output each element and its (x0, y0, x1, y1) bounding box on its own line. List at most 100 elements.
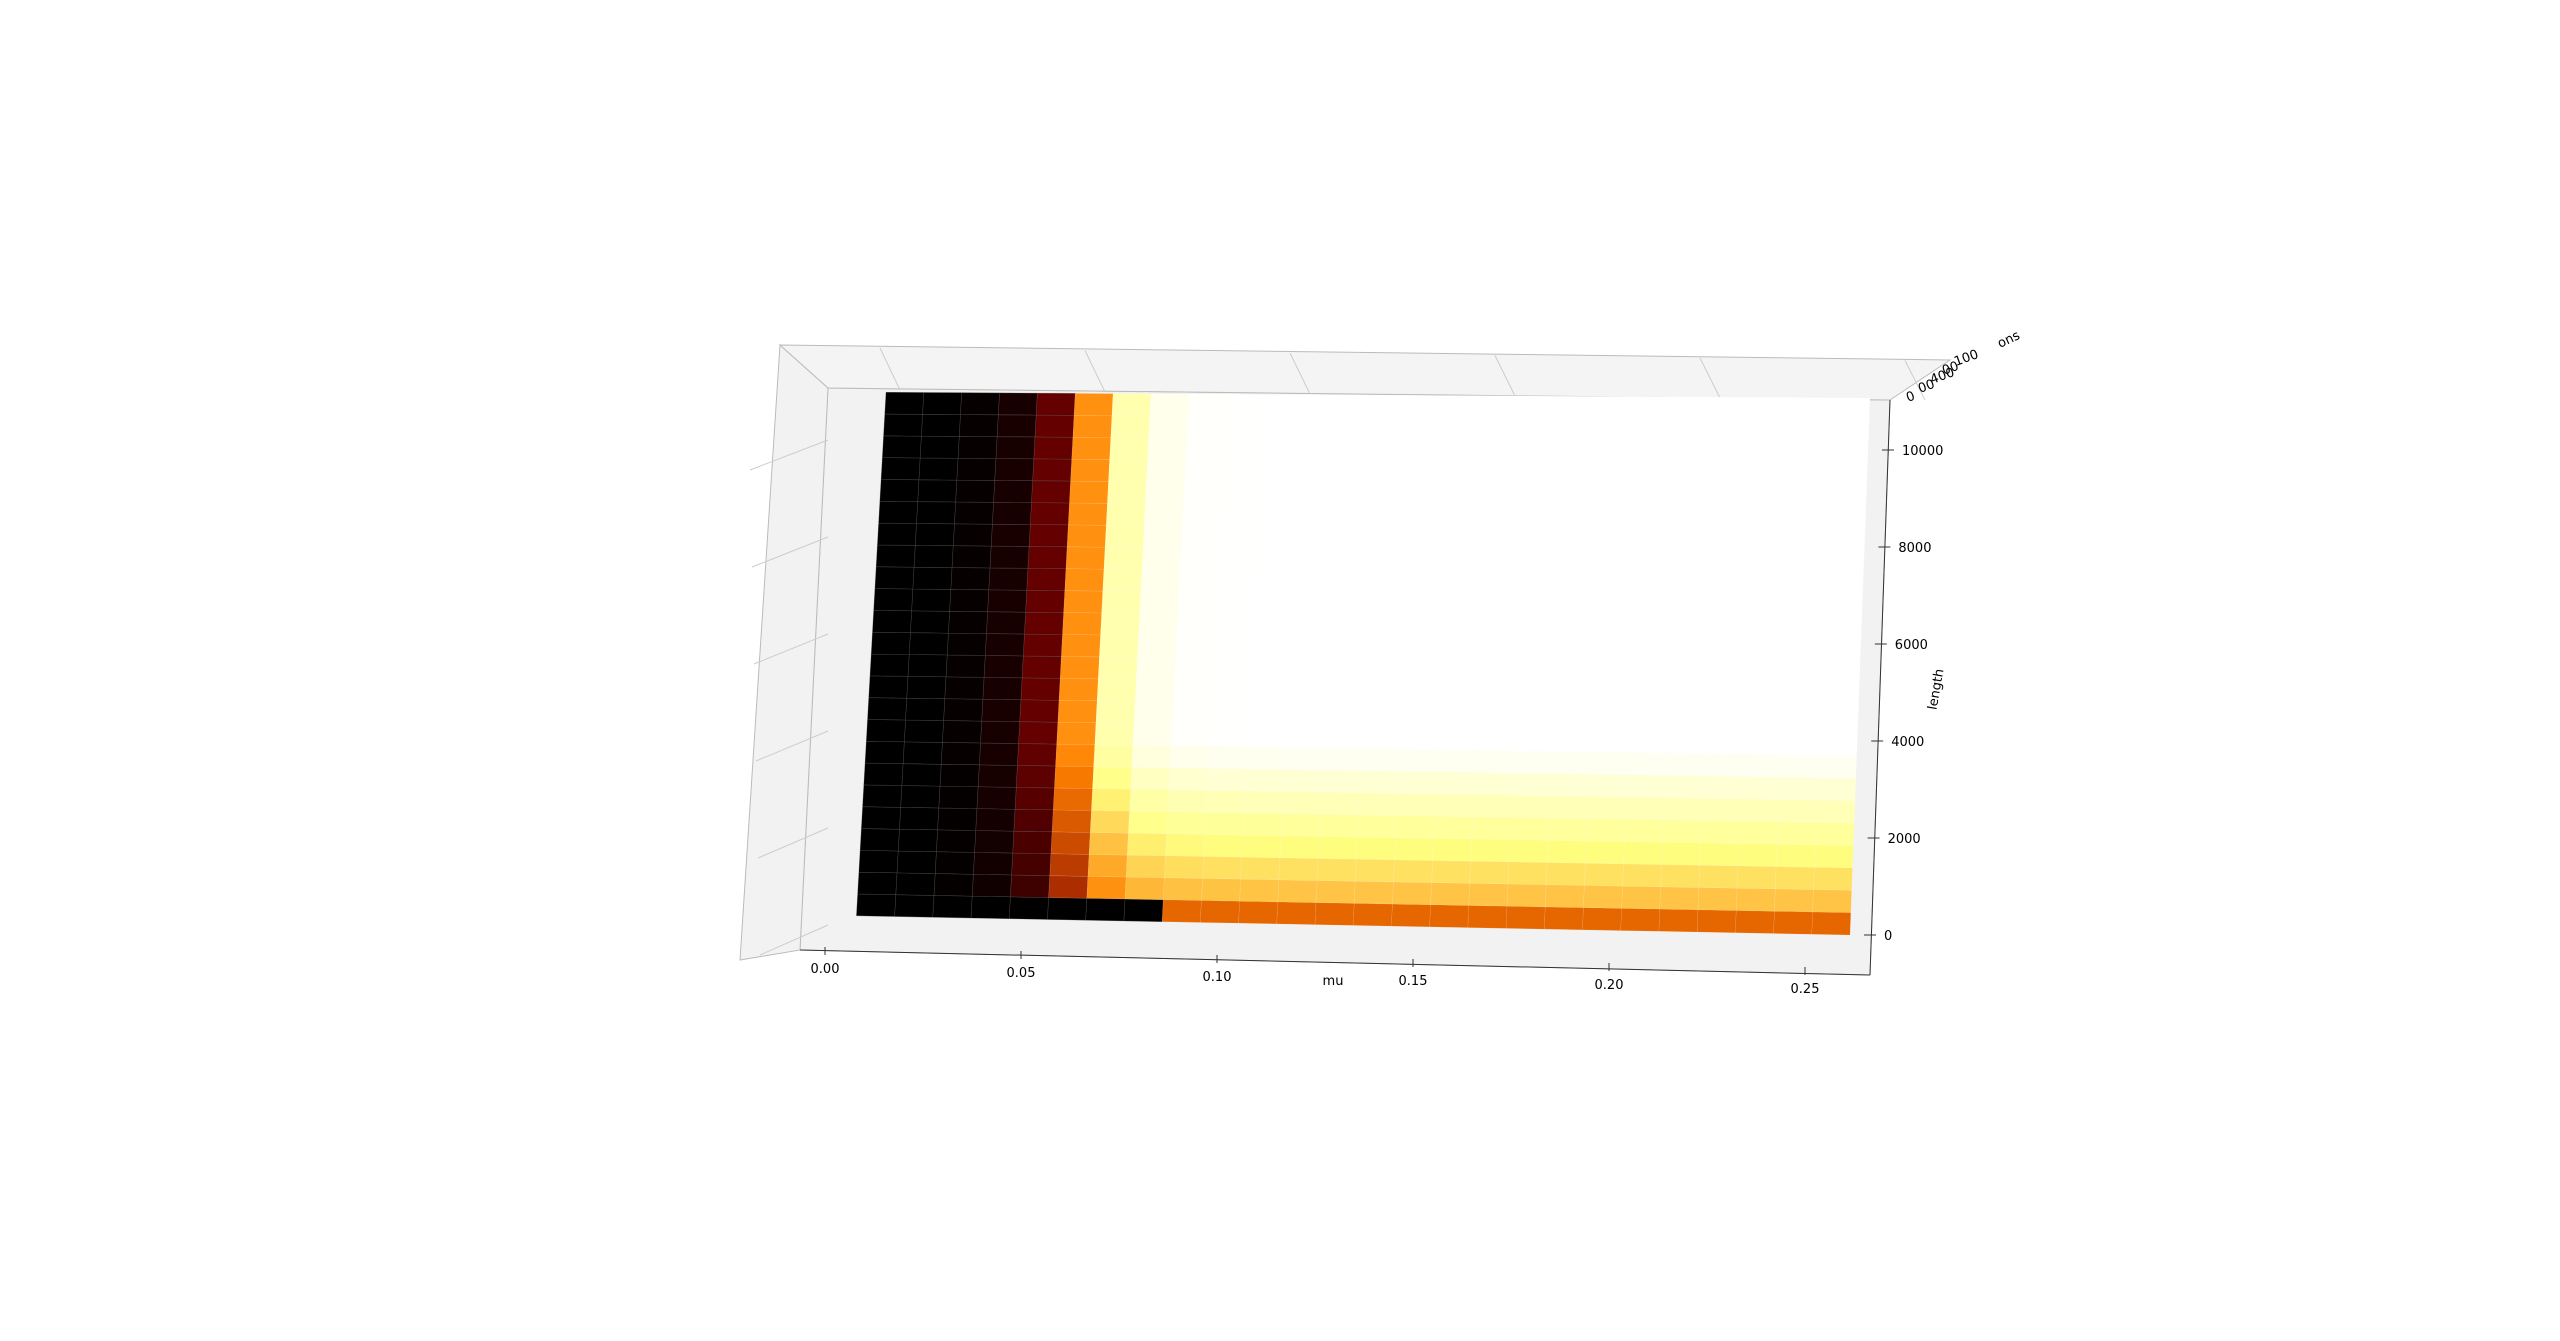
surface-cell (1289, 636, 1329, 661)
surface-cell (1413, 417, 1454, 441)
surface-cell (1104, 524, 1145, 548)
surface-cell (1448, 483, 1488, 507)
surface-cell (1584, 862, 1624, 887)
surface-cell (1057, 699, 1098, 724)
surface-cell (946, 632, 987, 656)
surface-cell (1014, 787, 1055, 811)
surface-cell (1280, 813, 1321, 837)
surface-cell (1589, 729, 1630, 753)
surface-cell (990, 523, 1031, 547)
surface-cell (1754, 419, 1794, 443)
surface-cell (1361, 726, 1401, 750)
surface-cell (1625, 796, 1665, 821)
surface-cell (1026, 568, 1067, 591)
surface-cell (1253, 592, 1294, 616)
surface-cell (933, 873, 974, 897)
surface-cell (949, 589, 990, 613)
surface-cell (1327, 637, 1367, 661)
surface-cell (1585, 840, 1625, 865)
surface-cell (1134, 679, 1175, 703)
surface-cell (915, 523, 955, 546)
surface-cell (1149, 393, 1190, 417)
surface-cell (1528, 395, 1568, 419)
surface-cell (1186, 415, 1226, 439)
surface-cell (1284, 725, 1325, 749)
surface-cell (1560, 529, 1600, 553)
surface-cell (1125, 854, 1166, 879)
surface-cell (1472, 794, 1513, 818)
surface-cell (897, 828, 938, 853)
surface-cell (1488, 439, 1528, 463)
surface-cell (1636, 529, 1676, 554)
surface-cell (1629, 685, 1670, 709)
surface-cell (1092, 766, 1133, 790)
surface-cell (1373, 461, 1414, 485)
surface-cell (1216, 570, 1257, 594)
surface-cell (1168, 767, 1209, 791)
surface-cell (1105, 502, 1146, 526)
surface-cell (1175, 635, 1215, 659)
surface-cell (1359, 770, 1399, 794)
surface-cell (1437, 727, 1478, 751)
y-ticks: 0 2000 4000 6000 8000 10000 (1864, 444, 1943, 944)
grid-line (1494, 355, 1516, 397)
surface-cell (1093, 744, 1134, 768)
surface-cell (1638, 463, 1679, 487)
surface-cell (1678, 418, 1719, 442)
surface-cell (1598, 529, 1638, 553)
surface-cell (1778, 776, 1819, 801)
surface-cell (1260, 438, 1301, 462)
surface-cell (1430, 882, 1471, 906)
surface-cell (1407, 549, 1447, 573)
surface-cell (1749, 530, 1790, 555)
surface-cell (1486, 484, 1526, 508)
surface-cell (1314, 902, 1355, 926)
surface-cell (874, 566, 915, 590)
surface-cell (1786, 575, 1826, 600)
surface-cell (1440, 660, 1481, 685)
surface-cell (1583, 885, 1623, 909)
surface-cell (1816, 777, 1857, 802)
surface-cell (1108, 459, 1148, 482)
surface-cell (995, 436, 1036, 460)
surface-cell (1064, 568, 1105, 592)
surface-cell (1510, 794, 1551, 819)
surface-cell (1747, 597, 1787, 622)
surface-cell (1087, 854, 1128, 878)
surface-cell (992, 502, 1032, 525)
surface-cell (958, 414, 999, 437)
surface-cell (1630, 663, 1671, 687)
surface-cell (1072, 414, 1113, 438)
surface-cell (1167, 789, 1208, 813)
surface-cell (1140, 569, 1181, 593)
surface-cell (1048, 875, 1089, 899)
surface-cell (1811, 911, 1852, 936)
surface-cell (1668, 663, 1709, 688)
surface-cell (1658, 908, 1699, 933)
surface-cell (1788, 508, 1829, 533)
surface-cell (1073, 393, 1114, 416)
surface-cell (1110, 415, 1151, 439)
surface-cell (1019, 699, 1060, 723)
surface-cell (1315, 880, 1356, 904)
surface-cell (1714, 463, 1755, 487)
surface-cell (1293, 548, 1334, 572)
surface-cell (1451, 417, 1491, 441)
surface-cell (1244, 768, 1285, 792)
surface-cell (1664, 752, 1705, 777)
surface-cell (1201, 878, 1242, 902)
surface-cell (1410, 483, 1450, 507)
depth-axis-label: ons (1995, 328, 2022, 351)
surface-cell (1674, 530, 1714, 554)
surface-cell (1109, 437, 1149, 460)
surface-cell (1239, 878, 1280, 903)
surface-cell (979, 742, 1019, 766)
surface-cell (1257, 504, 1298, 528)
surface-cell (954, 501, 994, 525)
surface-cell (1635, 552, 1675, 576)
grid-line (753, 633, 829, 665)
surface-cell (1241, 834, 1282, 859)
surface-cell (1821, 643, 1862, 667)
surface-cell (1142, 525, 1183, 549)
